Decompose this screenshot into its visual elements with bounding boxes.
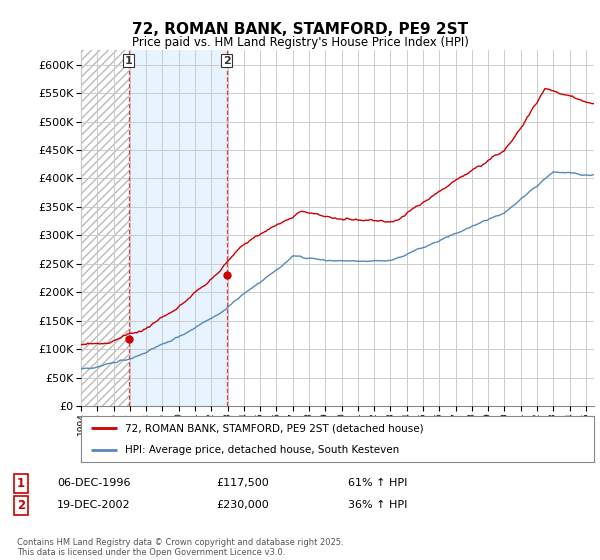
Text: £117,500: £117,500 bbox=[216, 478, 269, 488]
Text: 61% ↑ HPI: 61% ↑ HPI bbox=[348, 478, 407, 488]
Text: 06-DEC-1996: 06-DEC-1996 bbox=[57, 478, 131, 488]
Text: 72, ROMAN BANK, STAMFORD, PE9 2ST (detached house): 72, ROMAN BANK, STAMFORD, PE9 2ST (detac… bbox=[125, 423, 423, 433]
Text: Contains HM Land Registry data © Crown copyright and database right 2025.
This d: Contains HM Land Registry data © Crown c… bbox=[17, 538, 343, 557]
Text: Price paid vs. HM Land Registry's House Price Index (HPI): Price paid vs. HM Land Registry's House … bbox=[131, 36, 469, 49]
Text: £230,000: £230,000 bbox=[216, 500, 269, 510]
Text: 2: 2 bbox=[223, 56, 231, 66]
Text: 19-DEC-2002: 19-DEC-2002 bbox=[57, 500, 131, 510]
Bar bbox=[81, 50, 128, 406]
Text: 1: 1 bbox=[17, 477, 25, 490]
Text: 1: 1 bbox=[125, 56, 133, 66]
Text: 36% ↑ HPI: 36% ↑ HPI bbox=[348, 500, 407, 510]
Bar bbox=[128, 50, 227, 406]
Text: 2: 2 bbox=[17, 498, 25, 512]
Text: HPI: Average price, detached house, South Kesteven: HPI: Average price, detached house, Sout… bbox=[125, 445, 399, 455]
Text: 72, ROMAN BANK, STAMFORD, PE9 2ST: 72, ROMAN BANK, STAMFORD, PE9 2ST bbox=[132, 22, 468, 38]
